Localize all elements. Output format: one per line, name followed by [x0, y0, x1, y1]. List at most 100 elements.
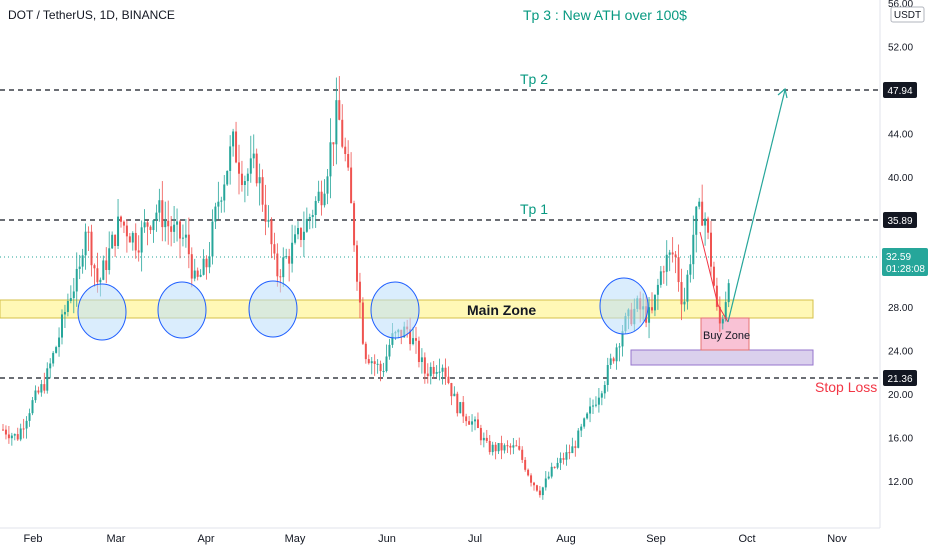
lower-zone-rect[interactable] — [630, 349, 814, 366]
candle-body — [574, 446, 577, 448]
candle-body — [727, 283, 730, 303]
main-zone-label[interactable]: Main Zone — [467, 302, 536, 318]
candle-body — [494, 444, 497, 452]
candle-body — [320, 191, 323, 206]
candle-body — [267, 219, 270, 222]
candle-body — [462, 402, 465, 417]
candle-body — [28, 413, 31, 421]
candle-body — [704, 218, 707, 226]
candle-body — [648, 307, 651, 323]
candle-body — [512, 445, 515, 448]
candle-body — [78, 266, 81, 269]
candle-body — [246, 173, 249, 182]
candle-body — [90, 231, 93, 266]
time-tick-label: Jul — [468, 533, 482, 545]
candle-body — [465, 416, 468, 422]
candle-body — [102, 260, 105, 280]
support-circles — [77, 277, 649, 341]
support-circle[interactable] — [248, 280, 298, 338]
candle-body — [199, 274, 202, 277]
candle-body — [167, 220, 170, 227]
support-circle[interactable] — [157, 281, 207, 339]
candle-body — [367, 359, 370, 364]
candle-body — [506, 445, 509, 447]
candle-body — [541, 487, 544, 496]
candle-body — [75, 268, 78, 292]
candle-body — [190, 254, 193, 279]
candle-body — [665, 254, 668, 272]
candle-body — [356, 245, 358, 282]
tp2-label[interactable]: Tp 2 — [520, 71, 548, 87]
candle-body — [338, 100, 341, 120]
buy-zone-rect[interactable] — [700, 317, 750, 351]
symbol-title[interactable]: DOT / TetherUS, 1D, BINANCE — [8, 8, 175, 22]
candle-body — [134, 232, 137, 251]
candle-body — [240, 173, 243, 185]
candle-body — [674, 254, 677, 258]
tp2-price-value: 47.94 — [887, 86, 912, 97]
tp1-label[interactable]: Tp 1 — [520, 201, 548, 217]
candle-body — [376, 363, 379, 365]
currency-button[interactable] — [890, 6, 925, 23]
candle-body — [4, 429, 7, 435]
tp3-label[interactable]: Tp 3 : New ATH over 100$ — [523, 7, 687, 23]
candle-body — [580, 426, 583, 431]
support-circle[interactable] — [370, 281, 420, 339]
candle-body — [223, 184, 226, 201]
candle-body — [538, 490, 541, 496]
support-circle[interactable] — [77, 283, 127, 341]
time-tick-label: Oct — [738, 533, 755, 545]
candle-body — [491, 444, 494, 453]
candle-body — [615, 347, 618, 362]
candle-body — [618, 346, 621, 348]
candle-body — [503, 445, 506, 451]
buy-zone-label[interactable]: Buy Zone — [703, 330, 750, 342]
candle-body — [238, 162, 240, 174]
price-axis[interactable]: 56.0052.0048.0044.0040.0036.0032.0028.00… — [888, 0, 913, 488]
target-projection-arrow[interactable] — [727, 89, 786, 323]
candle-body — [594, 404, 597, 406]
pullback-projection-line[interactable] — [699, 231, 729, 323]
candle-body — [181, 237, 184, 239]
candle-body — [692, 234, 695, 265]
candle-body — [208, 256, 211, 268]
time-tick-label: Feb — [24, 533, 43, 545]
candle-body — [211, 221, 214, 257]
candle-body — [49, 363, 52, 369]
candle-body — [13, 434, 16, 436]
candle-body — [270, 219, 273, 245]
candle-body — [485, 437, 488, 441]
candle-body — [96, 268, 99, 283]
candle-body — [125, 225, 128, 237]
candle-body — [87, 231, 90, 233]
candle-body — [521, 449, 524, 460]
stop-loss-label[interactable]: Stop Loss — [815, 379, 877, 395]
candle-body — [187, 234, 190, 255]
candle-body — [456, 393, 459, 414]
candle-body — [358, 281, 361, 303]
time-axis[interactable]: Feb Mar Apr May Jun Jul Aug Sep Oct Nov — [24, 533, 848, 545]
candle-body — [164, 220, 167, 228]
candle-body — [84, 231, 87, 256]
support-circle[interactable] — [599, 277, 649, 335]
candle-body — [72, 291, 75, 299]
candle-body — [63, 311, 66, 315]
candle-body — [577, 430, 580, 448]
candle-body — [612, 358, 615, 362]
stop-price-tag — [883, 370, 917, 386]
candle-body — [31, 400, 34, 414]
candle-body — [326, 176, 329, 194]
candle-body — [149, 226, 152, 231]
candle-body — [450, 383, 453, 397]
candle-body — [535, 485, 538, 491]
candle-body — [173, 224, 176, 232]
candle-body — [353, 203, 356, 246]
candle-body — [317, 191, 320, 201]
candle-body — [122, 221, 125, 226]
candle-body — [662, 271, 665, 273]
candle-body — [37, 390, 40, 393]
candle-body — [712, 266, 715, 286]
candle-body — [379, 363, 382, 372]
candle-body — [108, 248, 111, 271]
